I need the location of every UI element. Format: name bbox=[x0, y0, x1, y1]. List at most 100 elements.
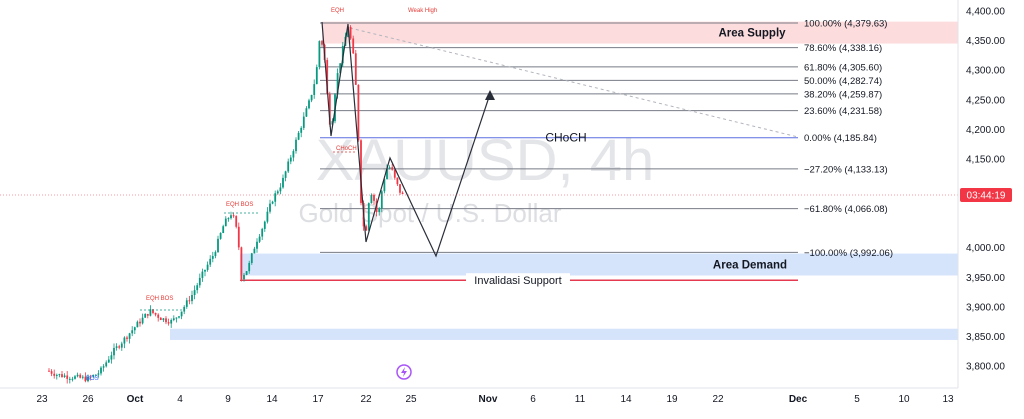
eqh-bos-label-1: EQH BOS bbox=[226, 202, 253, 208]
candle-bull bbox=[318, 41, 321, 68]
candle-bear bbox=[352, 38, 355, 54]
eqh-top-label: EQH bbox=[331, 8, 344, 14]
candle-bull bbox=[183, 306, 186, 312]
x-tick-label: 14 bbox=[266, 394, 278, 405]
candle-bear bbox=[53, 373, 56, 376]
y-tick-label: 3,950.00 bbox=[966, 273, 1005, 284]
candle-bull bbox=[120, 343, 123, 348]
candle-bear bbox=[232, 215, 235, 217]
candle-bear bbox=[84, 376, 87, 382]
candle-bear bbox=[326, 59, 329, 95]
fib-label: 0.00% (4,185.84) bbox=[804, 133, 877, 144]
candle-bull bbox=[386, 168, 388, 180]
candle-bull bbox=[209, 258, 212, 265]
candle-bull bbox=[256, 241, 258, 249]
candle-bear bbox=[48, 370, 50, 372]
candle-bull bbox=[227, 218, 230, 220]
candle-bull bbox=[230, 215, 232, 219]
choch-label: CHoCH bbox=[545, 131, 586, 145]
candle-bull bbox=[380, 191, 383, 209]
x-tick-label: Dec bbox=[789, 394, 808, 405]
candle-bear bbox=[139, 321, 141, 324]
candle-bear bbox=[373, 194, 375, 201]
fib-label: 23.60% (4,231.58) bbox=[804, 106, 882, 117]
description-watermark: Gold Spot / U.S. Dollar bbox=[299, 198, 562, 228]
fib-label: 78.60% (4,338.16) bbox=[804, 43, 882, 54]
candle-bear bbox=[321, 41, 323, 45]
candle-bull bbox=[92, 375, 95, 377]
y-tick-label: 4,300.00 bbox=[966, 66, 1005, 77]
y-tick-label: 4,150.00 bbox=[966, 154, 1005, 165]
candle-bull bbox=[55, 374, 58, 376]
candle-bull bbox=[149, 309, 152, 316]
x-tick-label: 17 bbox=[312, 394, 324, 405]
symbol-watermark: XAUUSD, 4h bbox=[316, 128, 654, 193]
candle-bull bbox=[58, 374, 61, 376]
candle-bull bbox=[266, 211, 269, 222]
candle-bull bbox=[162, 318, 165, 321]
candle-bull bbox=[263, 221, 266, 229]
candle-bull bbox=[315, 67, 318, 85]
candle-bull bbox=[178, 316, 180, 318]
candle-bull bbox=[97, 373, 100, 375]
candle-bull bbox=[245, 271, 248, 275]
candle-bear bbox=[237, 226, 240, 248]
candle-bear bbox=[146, 313, 149, 316]
candle-bull bbox=[370, 194, 373, 204]
candle-bull bbox=[282, 177, 284, 188]
candle-bull bbox=[71, 378, 74, 380]
candle-bull bbox=[300, 127, 303, 133]
candle-bear bbox=[188, 300, 191, 302]
candle-bull bbox=[180, 311, 183, 317]
candle-bull bbox=[339, 63, 342, 74]
candle-bull bbox=[308, 100, 310, 109]
candle-bear bbox=[235, 216, 238, 227]
candle-bull bbox=[302, 116, 305, 128]
candle-bear bbox=[391, 167, 394, 170]
candle-bull bbox=[269, 203, 271, 212]
candle-bull bbox=[261, 228, 264, 237]
candle-bull bbox=[250, 253, 253, 263]
candle-bull bbox=[219, 233, 222, 239]
x-tick-label: 26 bbox=[82, 394, 94, 405]
candle-bull bbox=[367, 203, 370, 231]
candle-bear bbox=[401, 192, 404, 194]
x-tick-label: 5 bbox=[854, 394, 860, 405]
candle-bear bbox=[167, 322, 170, 324]
y-tick-label: 4,400.00 bbox=[966, 7, 1005, 18]
candle-bull bbox=[76, 374, 79, 377]
candle-bear bbox=[393, 169, 396, 178]
supply-zone bbox=[322, 21, 958, 44]
candle-bull bbox=[211, 256, 214, 259]
y-tick-label: 3,800.00 bbox=[966, 362, 1005, 373]
candle-bull bbox=[313, 84, 316, 95]
x-tick-label: 13 bbox=[942, 394, 954, 405]
candle-bull bbox=[74, 376, 76, 379]
supply-zone-label: Area Supply bbox=[718, 28, 786, 40]
candle-bull bbox=[123, 337, 126, 344]
candle-bull bbox=[279, 187, 282, 192]
candle-bear bbox=[126, 337, 128, 339]
candle-bear bbox=[365, 226, 368, 231]
invalidation-label-bg bbox=[466, 273, 570, 287]
fib-label: 50.00% (4,282.74) bbox=[804, 76, 882, 87]
current-price-tag bbox=[960, 188, 1012, 203]
fibonacci-levels: 100.00% (4,379.63) 78.60% (4,338.16) 61.80… bbox=[320, 19, 893, 259]
candle-bull bbox=[81, 376, 84, 378]
candle-bull bbox=[347, 26, 349, 37]
x-tick-label: 23 bbox=[36, 394, 48, 405]
demand-zone bbox=[240, 253, 958, 276]
candle-bear bbox=[396, 177, 399, 185]
current-price-time: 03:44:19 bbox=[967, 191, 1006, 202]
candle-bull bbox=[271, 201, 274, 204]
candle-bull bbox=[217, 238, 219, 253]
weak-high-label: Weak High bbox=[408, 8, 437, 14]
candle-bull bbox=[248, 262, 251, 272]
x-tick-label: 6 bbox=[530, 394, 536, 405]
x-tick-label: 19 bbox=[666, 394, 678, 405]
candle-bear bbox=[89, 376, 92, 378]
candle-bear bbox=[357, 84, 360, 141]
x-tick-label: 10 bbox=[898, 394, 910, 405]
